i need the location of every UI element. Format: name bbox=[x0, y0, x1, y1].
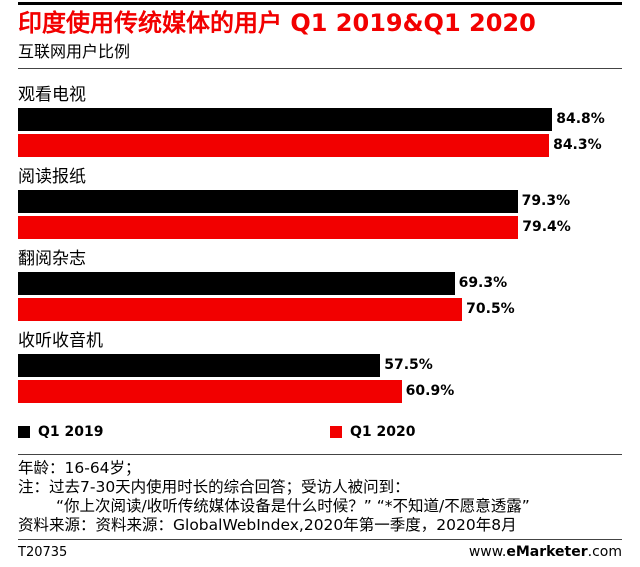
site-url-brand: eMarketer bbox=[506, 544, 588, 560]
site-url: www.eMarketer.com bbox=[469, 544, 622, 560]
site-url-prefix: www. bbox=[468, 544, 507, 560]
notes-divider bbox=[18, 454, 622, 455]
bar-q1-2019 bbox=[18, 108, 553, 131]
value-label-q1-2020: 60.9% bbox=[405, 383, 455, 399]
bar-q1-2020 bbox=[18, 298, 463, 321]
legend-label-q1-2020: Q1 2020 bbox=[350, 424, 416, 440]
category-label: 翻阅杂志 bbox=[18, 249, 86, 269]
value-label-q1-2020: 70.5% bbox=[466, 301, 515, 317]
value-label-q1-2019: 84.8% bbox=[556, 111, 605, 127]
legend-swatch-q1-2020 bbox=[330, 426, 342, 438]
header-divider bbox=[18, 68, 622, 69]
value-label-q1-2019: 57.5% bbox=[384, 357, 433, 373]
bar-q1-2019 bbox=[18, 190, 518, 213]
category-label: 阅读报纸 bbox=[18, 167, 86, 187]
value-label-q1-2020: 84.3% bbox=[553, 137, 602, 153]
note-question: “你上次阅读/收听传统媒体设备是什么时候？” “*不知道/不愿意透露” bbox=[56, 497, 530, 515]
note-methodology: 注：过去7-30天内使用时长的综合回答；受访人被问到： bbox=[18, 478, 410, 496]
bar-q1-2019 bbox=[18, 272, 455, 295]
chart-subtitle: 互联网用户比例 bbox=[18, 42, 131, 61]
value-label-q1-2019: 69.3% bbox=[458, 275, 508, 291]
bar-q1-2020 bbox=[18, 380, 402, 403]
category-label: 观看电视 bbox=[18, 85, 86, 105]
legend-label-q1-2019: Q1 2019 bbox=[38, 424, 104, 440]
value-label-q1-2019: 79.3% bbox=[521, 193, 571, 209]
bar-plot: 观看电视 84.8% 84.3% 阅读报纸 79.3% 79.4% 翻阅杂志 69.3% 70.… bbox=[18, 85, 605, 403]
category-label: 收听收音机 bbox=[18, 331, 103, 351]
top-rule bbox=[18, 2, 622, 5]
chart-title: 印度使用传统媒体的用户 Q1 2019&Q1 2020 bbox=[18, 9, 536, 37]
footer-divider bbox=[18, 539, 622, 540]
note-age: 年龄：16-64岁； bbox=[18, 459, 141, 477]
legend-swatch-q1-2019 bbox=[18, 426, 30, 438]
bar-q1-2019 bbox=[18, 354, 381, 377]
value-label-q1-2020: 79.4% bbox=[522, 219, 571, 235]
chart-id: T20735 bbox=[18, 545, 68, 560]
site-url-suffix: .com bbox=[587, 544, 622, 560]
note-source: 资料来源：资料来源：GlobalWebIndex,2020年第一季度，2020年… bbox=[18, 516, 517, 534]
bar-q1-2020 bbox=[18, 134, 550, 157]
bar-q1-2020 bbox=[18, 216, 519, 239]
